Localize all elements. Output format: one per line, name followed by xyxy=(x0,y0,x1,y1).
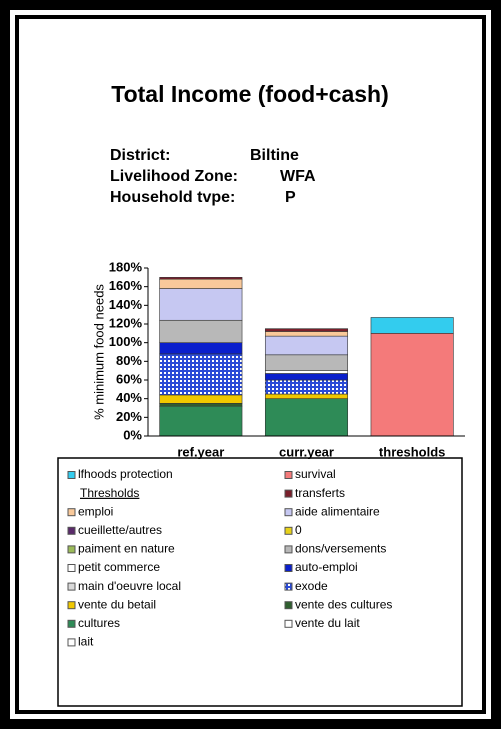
bar-segment xyxy=(159,319,243,343)
legend-label: lait xyxy=(78,635,94,649)
legend-swatch xyxy=(284,582,293,591)
bar-segment xyxy=(159,353,243,396)
y-axis-label: % minimum food needs xyxy=(91,284,106,420)
info: District: Biltine Livelihood Zone: WFA House… xyxy=(110,147,316,206)
bar-segment xyxy=(264,354,349,371)
legend-label: 0 xyxy=(295,523,302,537)
legend-label: emploi xyxy=(78,504,113,518)
legend-swatch xyxy=(67,619,76,628)
y-tick-label: 0% xyxy=(123,427,142,442)
y-tick-label: 160% xyxy=(109,278,143,293)
legend-heading: Thresholds xyxy=(80,486,139,500)
bar-segment xyxy=(264,379,349,395)
bar-segment xyxy=(159,405,243,437)
info-label: Household tvpe: xyxy=(110,189,235,206)
bar-segment xyxy=(264,331,349,337)
x-tick-label: ref.year xyxy=(177,444,224,459)
y-tick-label: 120% xyxy=(109,315,143,330)
legend-label: transferts xyxy=(295,486,345,500)
legend-label: lfhoods protection xyxy=(78,467,173,481)
info-label: Livelihood Zone: xyxy=(110,168,238,185)
legend-swatch xyxy=(67,601,76,610)
bar-segment xyxy=(159,288,243,321)
legend-label: dons/versements xyxy=(295,542,386,556)
x-tick-label: curr.year xyxy=(279,444,334,459)
legend-label: vente du lait xyxy=(295,616,360,630)
legend-label: cultures xyxy=(78,616,120,630)
legend-swatch xyxy=(67,526,76,535)
y-tick-label: 100% xyxy=(109,334,143,349)
legend-swatch xyxy=(284,489,293,498)
legend-label: auto-emploi xyxy=(295,560,358,574)
legend-label: aide alimentaire xyxy=(295,504,380,518)
bar-segment xyxy=(264,328,349,332)
y-tick-label: 80% xyxy=(116,353,142,368)
plot: % minimum food needs 0% 20% 40% 60% 80% 100% 12… xyxy=(91,259,465,459)
legend-label: petit commerce xyxy=(78,560,160,574)
legend-label: main d'oeuvre local xyxy=(78,579,181,593)
info-value: P xyxy=(285,189,296,206)
legend-label: cueillette/autres xyxy=(78,523,162,537)
legend-label: paiment en nature xyxy=(78,542,175,556)
bar-segment xyxy=(159,278,243,289)
legend-label: vente du betail xyxy=(78,597,156,611)
legend-swatch xyxy=(284,508,293,517)
bar-segment xyxy=(264,393,349,399)
bar-segment xyxy=(264,373,349,381)
bar-segment xyxy=(264,335,349,356)
info-value: WFA xyxy=(280,168,316,185)
legend-swatch xyxy=(284,564,293,572)
info-value: Biltine xyxy=(250,147,299,164)
legend: lfhoods protection survival Thresholds tran… xyxy=(67,467,392,649)
legend-swatch xyxy=(284,619,293,628)
bar-segment xyxy=(264,370,349,374)
legend-swatch xyxy=(284,526,293,535)
bar-segment xyxy=(159,403,243,407)
y-tick-label: 180% xyxy=(109,259,143,274)
bar-segment xyxy=(370,333,454,437)
legend-swatch xyxy=(67,545,76,554)
y-tick-label: 20% xyxy=(116,409,142,424)
legend-box xyxy=(57,457,463,707)
bar-segment xyxy=(159,394,243,404)
info-label: District: xyxy=(110,147,170,164)
legend-swatch xyxy=(67,564,76,572)
legend-label: survival xyxy=(295,467,336,481)
bar-segment xyxy=(159,277,243,280)
y-tick-label: 60% xyxy=(116,371,142,386)
legend-swatch xyxy=(67,582,76,591)
y-tick-label: 40% xyxy=(116,390,142,405)
bar-segment xyxy=(159,342,243,355)
legend-swatch xyxy=(67,638,76,647)
legend-swatch xyxy=(67,508,76,517)
legend-swatch xyxy=(284,545,293,554)
legend-label: vente des cultures xyxy=(295,597,392,611)
legend-swatch xyxy=(284,471,293,479)
legend-swatch xyxy=(67,471,76,479)
legend-label: exode xyxy=(295,579,328,593)
bar-segment xyxy=(370,317,454,334)
chart-title: Total Income (food+cash) xyxy=(111,81,389,107)
bar-segment xyxy=(264,398,349,437)
y-tick-label: 140% xyxy=(109,297,143,312)
legend-swatch xyxy=(284,601,293,610)
x-tick-label: thresholds xyxy=(379,444,445,459)
